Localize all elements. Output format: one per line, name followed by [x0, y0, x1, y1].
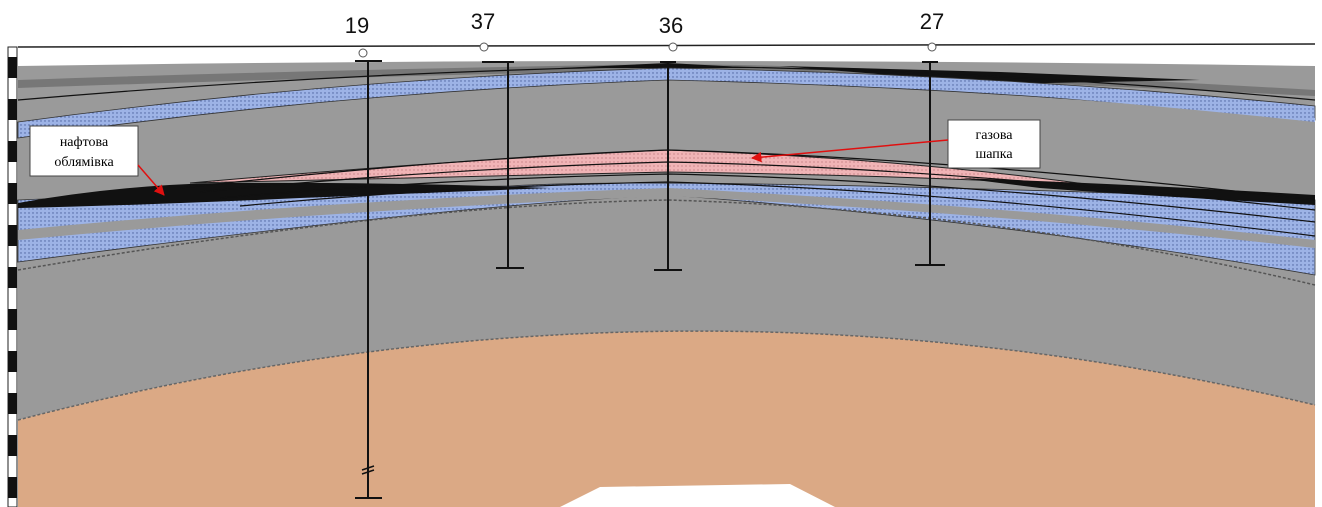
scale-segment [8, 99, 17, 120]
annotation-text: газова [975, 128, 1013, 143]
well-label: 19 [345, 13, 369, 38]
scale-segment [8, 351, 17, 372]
well-label: 36 [659, 13, 683, 38]
scale-segment [8, 393, 17, 414]
scale-segment [8, 225, 17, 246]
scale-segment [8, 309, 17, 330]
notch [560, 484, 835, 507]
scale-segment [8, 141, 17, 162]
annotation-text: облямівка [54, 155, 114, 170]
well-label: 37 [471, 9, 495, 34]
surface-line [18, 44, 1315, 47]
annotation-text: нафтова [60, 135, 109, 150]
scale-segment [8, 183, 17, 204]
scale-segment [8, 267, 17, 288]
cross-section: 19 37 36 27 нафтова облямівка газова шап… [0, 0, 1322, 507]
scale-segment [8, 435, 17, 456]
scale-segment [8, 57, 17, 78]
scale-segment [8, 477, 17, 498]
well-label: 27 [920, 9, 944, 34]
annotation-text: шапка [975, 147, 1013, 162]
scale-bar [8, 47, 17, 507]
